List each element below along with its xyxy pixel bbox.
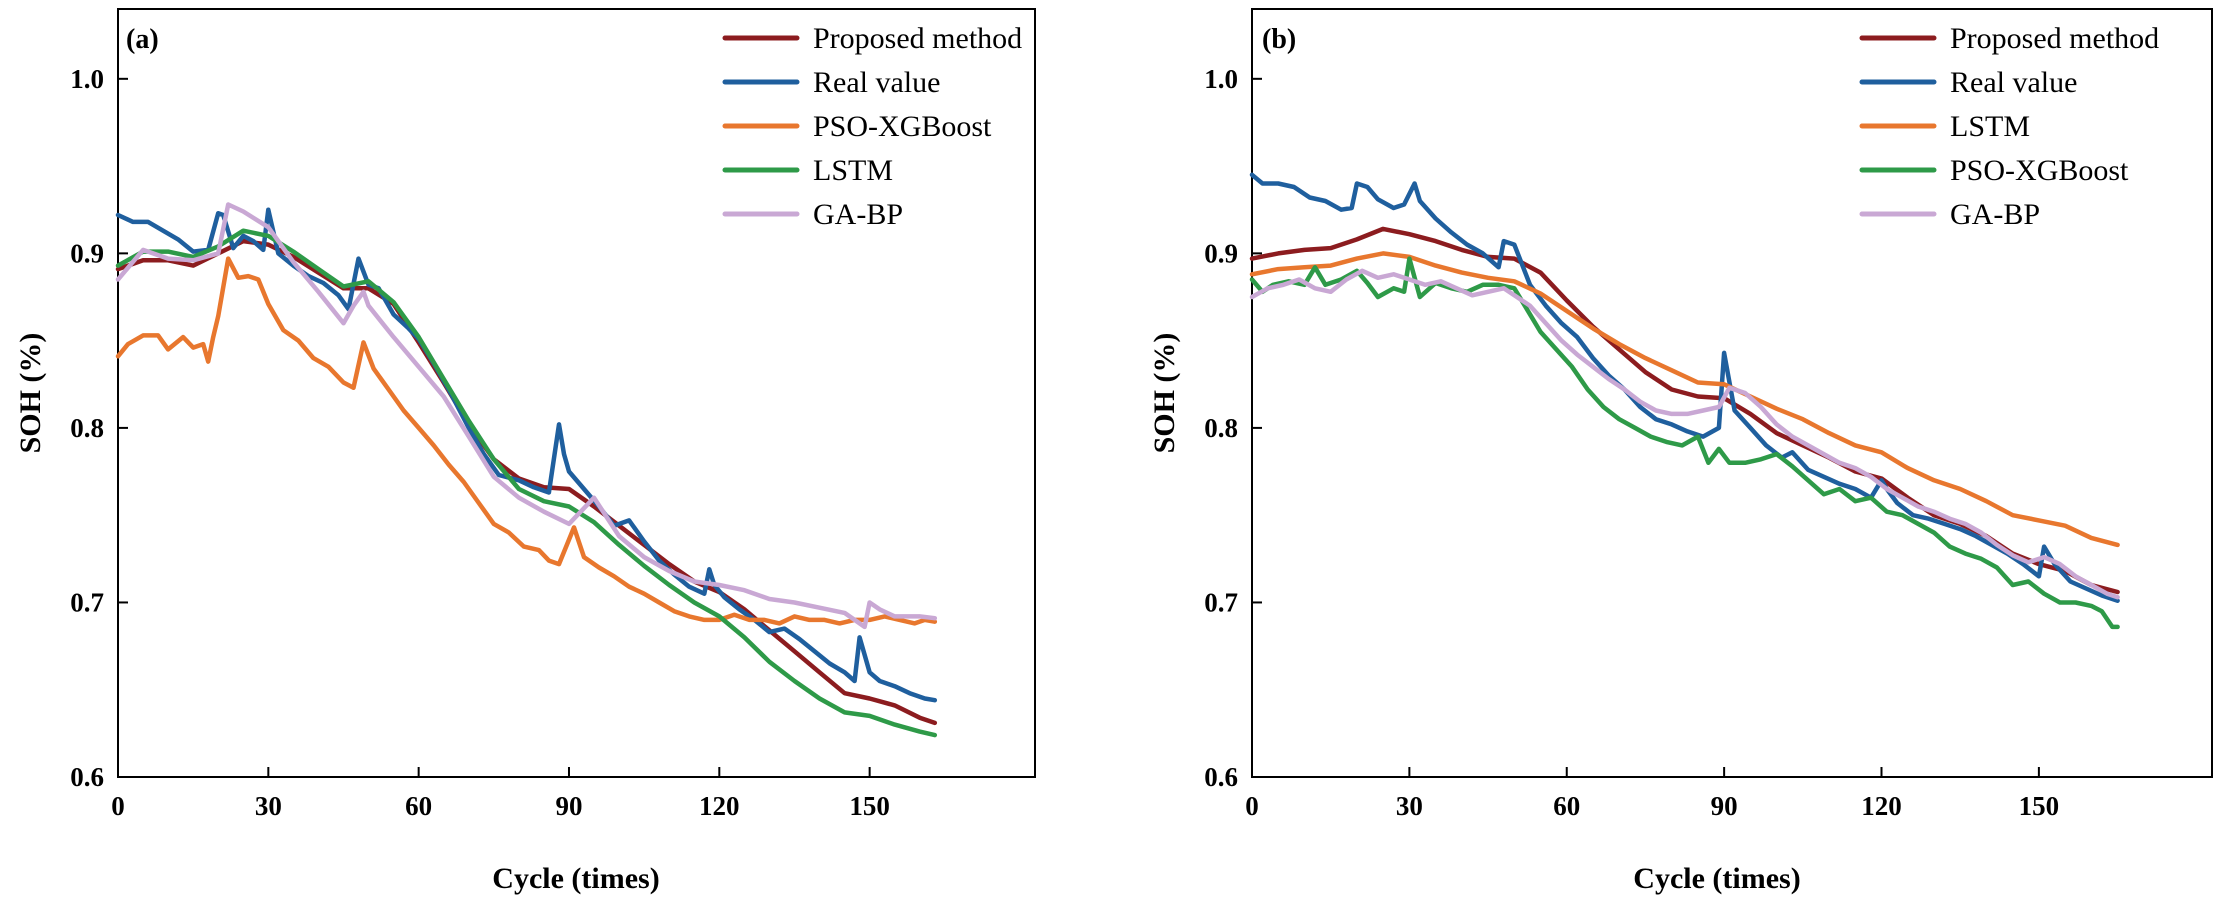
x-tick-label: 30 bbox=[1396, 791, 1423, 821]
series-line-pso-xgboost bbox=[1249, 256, 2120, 630]
x-tick-label: 150 bbox=[2019, 791, 2060, 821]
legend-label: Real value bbox=[813, 66, 940, 99]
series-layer bbox=[1249, 172, 2120, 630]
x-tick-label: 150 bbox=[849, 791, 890, 821]
y-tick-label: 1.0 bbox=[70, 64, 104, 94]
panel-b: 0 30 60 90 120 150 0.6 0.7 0.8 0.9 1.0 (b) Cycle (… bbox=[1148, 8, 2213, 895]
series-layer bbox=[115, 202, 938, 738]
legend-label: LSTM bbox=[1950, 110, 2030, 143]
y-tick-label: 1.0 bbox=[1204, 64, 1238, 94]
x-tick-label: 0 bbox=[111, 791, 125, 821]
x-tick-label: 90 bbox=[1711, 791, 1738, 821]
x-axis-label: Cycle (times) bbox=[1633, 862, 1800, 895]
y-tick-label: 0.7 bbox=[1204, 587, 1238, 617]
x-tick-label: 90 bbox=[555, 791, 582, 821]
y-tick-label: 0.9 bbox=[1204, 238, 1238, 268]
legend: Proposed method Real value PSO-XGBoost LSTM… bbox=[722, 22, 1022, 231]
plot-area-frame bbox=[117, 8, 1036, 778]
panel-a: 0 30 60 90 120 150 0.6 0.7 0.8 0.9 1.0 (a) Cycle (… bbox=[14, 8, 1036, 895]
series-line-real-value bbox=[1249, 172, 2120, 603]
x-tick-label: 0 bbox=[1245, 791, 1259, 821]
y-tick-label: 0.6 bbox=[1204, 762, 1238, 792]
legend-label: Proposed method bbox=[1950, 22, 2159, 55]
series-line-real-value bbox=[115, 207, 938, 703]
legend-label: GA-BP bbox=[1950, 198, 2040, 231]
series-line-lstm bbox=[115, 228, 938, 738]
ticks-layer: 0 30 60 90 120 150 0.6 0.7 0.8 0.9 1.0 bbox=[70, 64, 890, 821]
y-tick-label: 0.9 bbox=[70, 238, 104, 268]
legend-label: PSO-XGBoost bbox=[813, 110, 992, 143]
x-tick-label: 60 bbox=[405, 791, 432, 821]
x-axis-label: Cycle (times) bbox=[492, 862, 659, 895]
y-axis-label: SOH (%) bbox=[14, 333, 47, 454]
plot-area-frame bbox=[1251, 8, 2213, 778]
legend: Proposed method Real value LSTM PSO-XGBoost… bbox=[1859, 22, 2159, 231]
ticks-layer: 0 30 60 90 120 150 0.6 0.7 0.8 0.9 1.0 bbox=[1204, 64, 2059, 821]
x-tick-label: 120 bbox=[1861, 791, 1902, 821]
legend-label: Real value bbox=[1950, 66, 2077, 99]
y-tick-label: 0.6 bbox=[70, 762, 104, 792]
legend-label: LSTM bbox=[813, 154, 893, 187]
series-line-ga-bp bbox=[115, 202, 938, 630]
legend-label: PSO-XGBoost bbox=[1950, 154, 2129, 187]
panel-label: (b) bbox=[1262, 24, 1296, 55]
y-axis-label: SOH (%) bbox=[1148, 333, 1181, 454]
x-tick-label: 30 bbox=[255, 791, 282, 821]
legend-label: Proposed method bbox=[813, 22, 1022, 55]
legend-label: GA-BP bbox=[813, 198, 903, 231]
series-line-ga-bp bbox=[1249, 268, 2120, 600]
panel-label: (a) bbox=[126, 24, 159, 55]
y-tick-label: 0.8 bbox=[1204, 413, 1238, 443]
x-tick-label: 60 bbox=[1553, 791, 1580, 821]
x-tick-label: 120 bbox=[699, 791, 740, 821]
y-tick-label: 0.7 bbox=[70, 587, 104, 617]
series-line-pso-xgboost bbox=[115, 256, 938, 626]
y-tick-label: 0.8 bbox=[70, 413, 104, 443]
series-line-lstm bbox=[1249, 251, 2120, 548]
